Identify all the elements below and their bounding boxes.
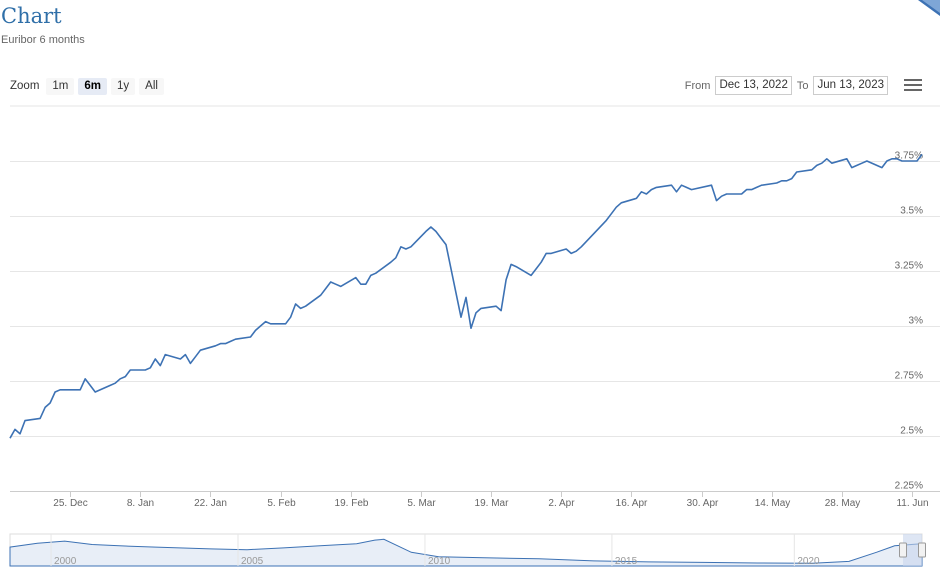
zoom-label: Zoom (10, 80, 40, 92)
y-tick-label: 3.25% (895, 261, 923, 272)
x-tick-label: 5. Feb (267, 498, 296, 509)
x-tick-label: 14. May (755, 498, 791, 509)
y-tick-label: 2.75% (895, 371, 923, 382)
y-tick-label: 3.75% (895, 151, 923, 162)
x-tick-label: 19. Mar (475, 498, 510, 509)
navigator-handle[interactable] (918, 542, 926, 558)
y-tick-label: 2.25% (895, 481, 923, 492)
x-tick-label: 5. Mar (407, 498, 436, 509)
x-tick-label: 16. Apr (616, 498, 648, 509)
y-tick-label: 3% (909, 316, 924, 327)
navigator-selected-range (903, 534, 922, 566)
x-tick-label: 25. Dec (53, 498, 87, 509)
date-range-selector: From Dec 13, 2022 To Jun 13, 2023 (685, 76, 888, 95)
from-label: From (684, 79, 711, 92)
zoom-1m-button[interactable]: 1m (46, 77, 75, 95)
navigator-handle[interactable] (899, 542, 907, 558)
x-tick-label: 30. Apr (687, 498, 719, 509)
series-line (9, 153, 923, 439)
x-tick-label: 28. May (825, 498, 861, 509)
x-tick-label: 11. Jun (896, 498, 928, 509)
x-tick-label: 19. Feb (335, 498, 369, 509)
page-title: Chart (1, 4, 62, 28)
x-tick-label: 8. Jan (127, 498, 154, 509)
from-date-input[interactable]: Dec 13, 2022 (715, 76, 792, 95)
navigator-year-label: 2020 (797, 556, 820, 567)
navigator-year-label: 2015 (615, 556, 638, 567)
y-tick-label: 3.5% (900, 206, 923, 217)
zoom-all-button[interactable]: All (139, 77, 164, 95)
zoom-1y-button[interactable]: 1y (111, 77, 136, 95)
to-label: To (796, 79, 809, 92)
corner-ribbon (914, 0, 940, 16)
navigator-year-label: 2005 (241, 556, 264, 567)
x-tick-label: 2. Apr (548, 498, 575, 509)
page-subtitle: Euribor 6 months (1, 34, 85, 46)
hamburger-menu-icon[interactable] (904, 79, 922, 93)
navigator-year-label: 2010 (428, 556, 451, 567)
y-tick-label: 2.5% (900, 426, 923, 437)
navigator-year-label: 2000 (54, 556, 77, 567)
x-tick-label: 22. Jan (194, 498, 227, 509)
zoom-6m-button[interactable]: 6m (78, 77, 108, 95)
zoom-button-group: Zoom 1m 6m 1y All (10, 77, 164, 95)
to-date-input[interactable]: Jun 13, 2023 (813, 76, 888, 95)
